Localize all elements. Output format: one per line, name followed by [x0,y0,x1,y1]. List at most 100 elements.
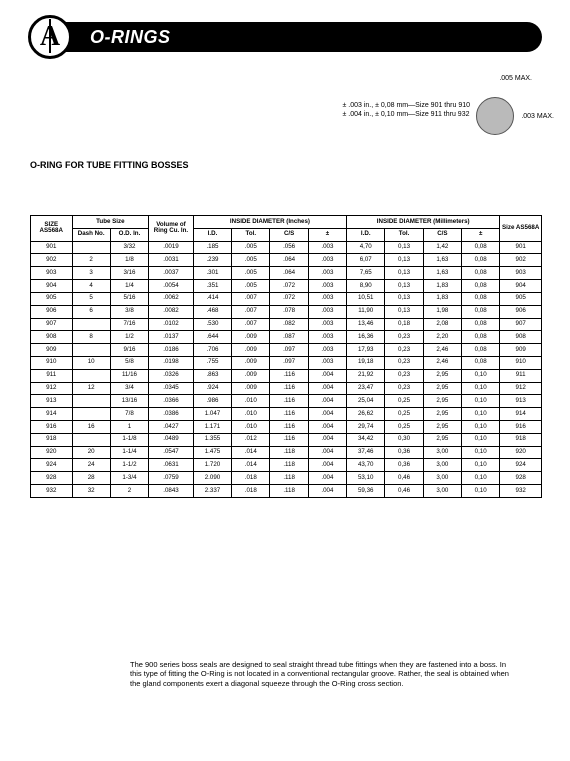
cell-mpm: 0,10 [462,446,500,459]
cell-mcs: 2,95 [423,433,461,446]
cell-od: 7/8 [110,408,148,421]
cell-vol: .0062 [149,292,194,305]
cell-mcs: 2,46 [423,356,461,369]
cell-dash: 6 [72,305,110,318]
cell-ipm: .004 [308,472,346,485]
cell-itol: .007 [232,292,270,305]
cell-dash [72,395,110,408]
cell-ics: .097 [270,356,308,369]
table-row: 90881/2.0137.644.009.087.00316,360,232,2… [31,331,542,344]
cell-mtol: 0,25 [385,421,423,434]
cell-od: 3/4 [110,382,148,395]
cell-mpm: 0,08 [462,241,500,254]
cell-size: 914 [31,408,73,421]
cell-mpm: 0,08 [462,292,500,305]
table-row: 90663/8.0082.468.007.078.00311,900,131,9… [31,305,542,318]
table-row: 916161.04271.171.010.116.00429,740,252,9… [31,421,542,434]
cell-mid: 19,18 [347,356,385,369]
cell-ipm: .003 [308,241,346,254]
cell-ipm: .004 [308,433,346,446]
cell-mpm: 0,10 [462,459,500,472]
table-row: 90555/16.0062.414.007.072.00310,510,131,… [31,292,542,305]
cell-iid: 2.090 [193,472,231,485]
cell-iid: 2.337 [193,485,231,498]
table-row: 91313/16.0366.986.010.116.00425,040,252,… [31,395,542,408]
table-row: 9181-1/8.04891.355.012.116.00434,420,302… [31,433,542,446]
cell-size: 909 [31,344,73,357]
cell-size: 902 [31,254,73,267]
cell-vol: .0759 [149,472,194,485]
cell-size: 903 [31,267,73,280]
cell-mcs: 2,95 [423,395,461,408]
cell-iid: .301 [193,267,231,280]
cell-ipm: .003 [308,344,346,357]
cell-od: 5/8 [110,356,148,369]
cell-vol: .0102 [149,318,194,331]
cell-size2: 906 [500,305,542,318]
table-row: 9077/16.0102.530.007.082.00313,460,182,0… [31,318,542,331]
cell-ipm: .003 [308,305,346,318]
cell-size2: 912 [500,382,542,395]
cell-od: 1-1/2 [110,459,148,472]
cell-dash: 5 [72,292,110,305]
cell-mcs: 3,00 [423,472,461,485]
cell-od: 5/16 [110,292,148,305]
cell-mtol: 0,46 [385,472,423,485]
cell-od: 1/4 [110,280,148,293]
cell-itol: .009 [232,369,270,382]
cell-vol: .0082 [149,305,194,318]
cell-mtol: 0,13 [385,292,423,305]
cell-vol: .0186 [149,344,194,357]
cell-mid: 8,90 [347,280,385,293]
cell-mpm: 0,08 [462,318,500,331]
cell-od: 1-3/4 [110,472,148,485]
table-row: 920201-1/4.05471.475.014.118.00437,460,3… [31,446,542,459]
cell-ipm: .004 [308,485,346,498]
cell-size2: 903 [500,267,542,280]
cell-mtol: 0,23 [385,344,423,357]
diagram-tol-line1: ± .003 in., ± 0,08 mm—Size 901 thru 910 [342,101,470,110]
cell-mtol: 0,13 [385,280,423,293]
cell-mcs: 3,00 [423,485,461,498]
cell-size: 911 [31,369,73,382]
cell-mid: 13,46 [347,318,385,331]
col-ipm: ± [308,228,346,241]
cell-vol: .0386 [149,408,194,421]
logo: A [28,15,72,59]
cell-dash: 20 [72,446,110,459]
cell-mtol: 0,13 [385,305,423,318]
cell-ics: .118 [270,472,308,485]
cell-mid: 16,36 [347,331,385,344]
cell-size2: 902 [500,254,542,267]
cell-od: 2 [110,485,148,498]
cell-size2: 905 [500,292,542,305]
cell-size2: 924 [500,459,542,472]
cell-size: 905 [31,292,73,305]
cell-mpm: 0,10 [462,395,500,408]
cell-mcs: 1,83 [423,280,461,293]
cell-mid: 17,93 [347,344,385,357]
cell-ics: .072 [270,292,308,305]
cell-mtol: 0,18 [385,318,423,331]
col-mid: I.D. [347,228,385,241]
cell-dash [72,408,110,421]
cell-size: 912 [31,382,73,395]
table-row: 9147/8.03861.047.010.116.00426,620,252,9… [31,408,542,421]
cell-size: 932 [31,485,73,498]
section-title: O-RING FOR TUBE FITTING BOSSES [30,160,189,170]
cell-size: 920 [31,446,73,459]
diagram-circle-icon [476,97,514,135]
cell-ipm: .003 [308,292,346,305]
cell-mtol: 0,13 [385,267,423,280]
col-itol: Tol. [232,228,270,241]
cell-mtol: 0,30 [385,433,423,446]
table-body: 9013/32.0019.185.005.056.0034,700,131,42… [31,241,542,497]
cell-iid: .239 [193,254,231,267]
cell-ics: .072 [270,280,308,293]
cell-mtol: 0,25 [385,395,423,408]
cell-dash: 24 [72,459,110,472]
table-row: 910105/8.0198.755.009.097.00319,180,232,… [31,356,542,369]
cell-dash: 28 [72,472,110,485]
cell-iid: 1.171 [193,421,231,434]
cell-mpm: 0,08 [462,356,500,369]
